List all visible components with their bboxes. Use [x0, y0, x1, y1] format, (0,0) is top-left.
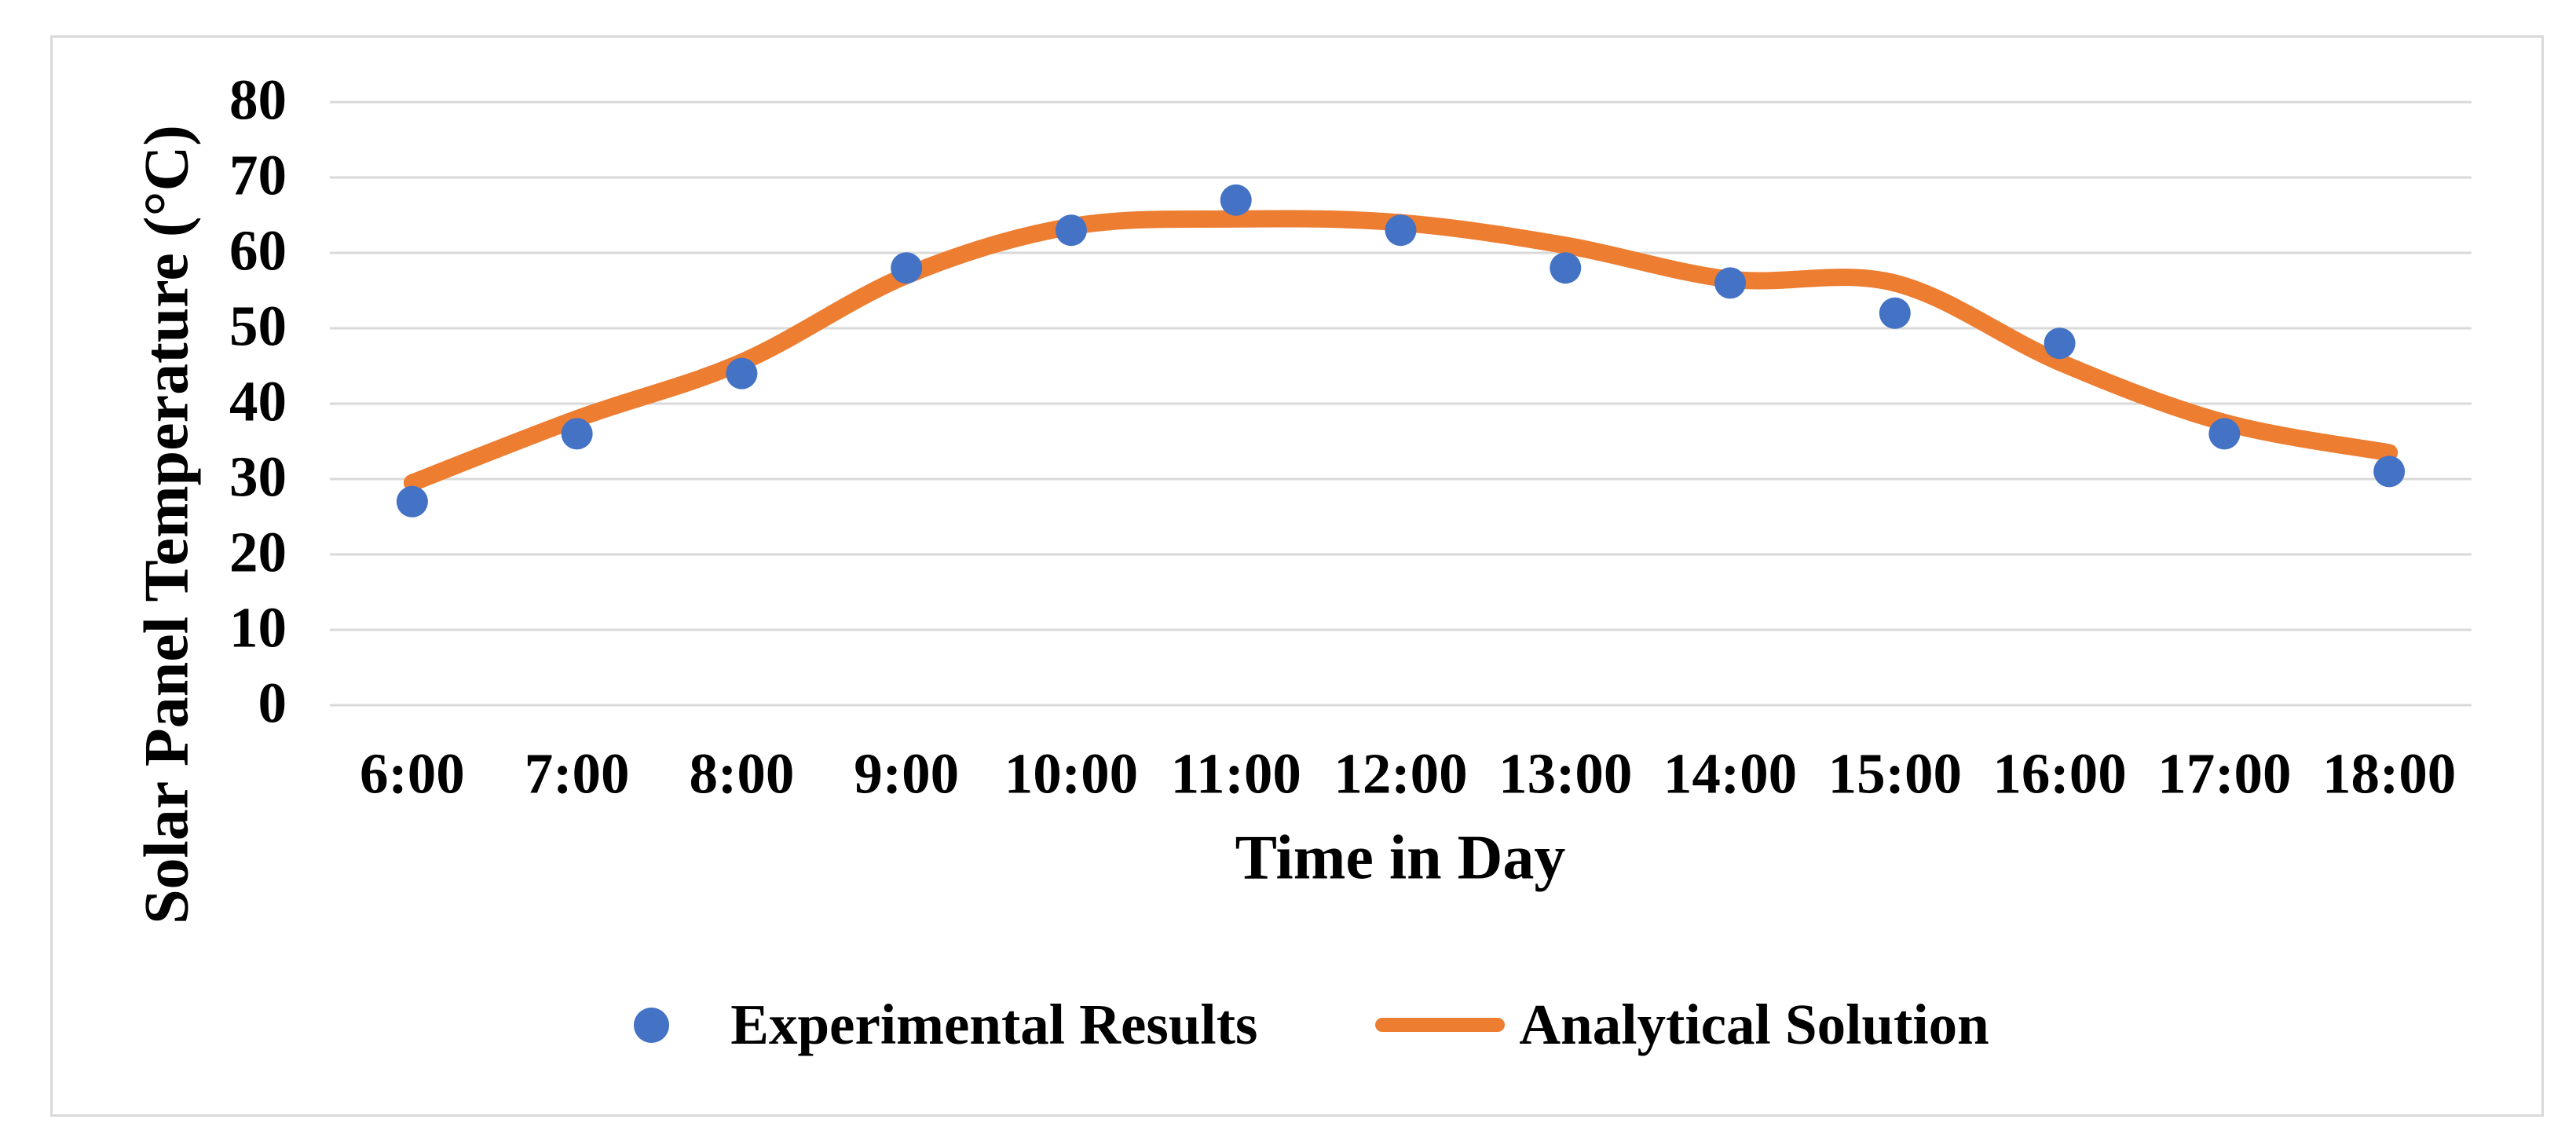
y-axis-tick-label: 50 [229, 294, 287, 358]
y-axis-tick-label: 20 [229, 520, 287, 584]
experimental-marker-box [587, 1007, 716, 1043]
legend-item-analytical: Analytical Solution [1375, 992, 1989, 1058]
x-axis-tick-label: 15:00 [1828, 741, 1962, 806]
x-axis-tick-label: 11:00 [1170, 741, 1301, 806]
experimental-point [1550, 252, 1582, 284]
analytical-solution-line [403, 210, 2399, 492]
x-axis-tick-label: 17:00 [2157, 741, 2292, 806]
experimental-point [561, 418, 593, 450]
x-axis-tick-label: 8:00 [689, 741, 795, 806]
x-axis-title: Time in Day [1235, 823, 1566, 893]
experimental-point [1714, 267, 1747, 299]
y-axis-tick-label: 30 [229, 444, 287, 509]
experimental-point [2208, 418, 2241, 450]
y-axis-tick-label: 70 [229, 143, 287, 207]
y-axis-tick-label: 80 [229, 68, 287, 132]
x-axis-tick-label: 9:00 [854, 741, 960, 806]
legend-label-experimental: Experimental Results [730, 993, 1258, 1056]
x-axis-tick-label: 12:00 [1334, 741, 1468, 806]
experimental-point [1385, 214, 1417, 247]
x-axis-tick-label: 6:00 [359, 741, 465, 806]
analytical-line-icon [1375, 1018, 1506, 1032]
legend-item-experimental: Experimental Results [587, 992, 1257, 1058]
legend-label-analytical: Analytical Solution [1519, 993, 1989, 1056]
x-axis-tick-label: 18:00 [2322, 741, 2457, 806]
experimental-point [1879, 297, 1911, 329]
x-axis-tick-label: 7:00 [524, 741, 630, 806]
x-axis-tick-label: 13:00 [1498, 741, 1633, 806]
experimental-point [2373, 455, 2406, 488]
y-axis-tick-label: 10 [229, 595, 287, 660]
experimental-point [726, 357, 758, 390]
x-axis-tick-label: 10:00 [1004, 741, 1139, 806]
x-axis-tick-label: 14:00 [1663, 741, 1798, 806]
y-axis-title: Solar Panel Temperature (°C) [132, 125, 202, 924]
experimental-point [396, 485, 428, 518]
y-axis-tick-label: 0 [258, 671, 287, 735]
experimental-point [1220, 184, 1252, 216]
x-axis-tick-label: 16:00 [1992, 741, 2127, 806]
figure-border [50, 35, 2544, 1117]
y-axis-tick-label: 60 [229, 218, 287, 283]
experimental-point [1055, 214, 1087, 247]
experimental-point [891, 252, 923, 284]
legend: Experimental Results Analytical Solution [0, 978, 2576, 1072]
y-axis-tick-label: 40 [229, 369, 287, 433]
experimental-point [2044, 327, 2076, 360]
experimental-dot-icon [634, 1007, 670, 1043]
